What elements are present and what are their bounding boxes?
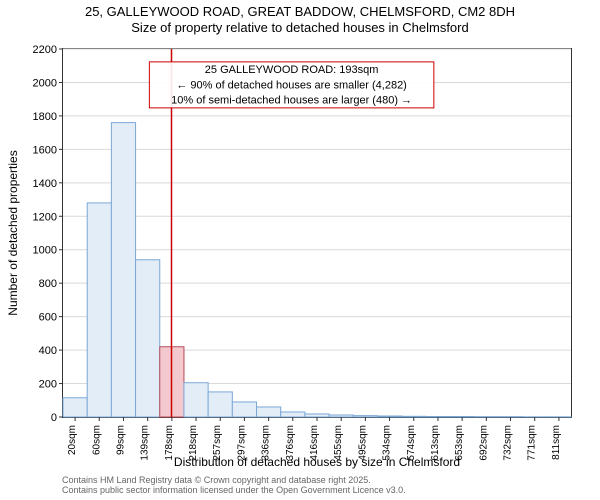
chart-title: 25, GALLEYWOOD ROAD, GREAT BADDOW, CHELM… xyxy=(0,4,600,37)
y-tick-label: 1600 xyxy=(33,144,57,156)
x-tick-label: 60sqm xyxy=(91,425,102,455)
y-tick-label: 2000 xyxy=(33,77,57,89)
y-tick-label: 1000 xyxy=(33,245,57,257)
histogram-bar xyxy=(208,392,232,417)
y-tick-label: 2200 xyxy=(33,44,57,56)
footer-credits: Contains HM Land Registry data © Crown c… xyxy=(62,476,406,496)
y-tick-label: 1400 xyxy=(33,178,57,190)
histogram-bar xyxy=(136,260,160,417)
y-tick-label: 400 xyxy=(39,345,57,357)
y-tick-label: 600 xyxy=(39,312,57,324)
title-line2: Size of property relative to detached ho… xyxy=(0,20,600,36)
histogram-bar xyxy=(111,123,135,417)
y-tick-label: 0 xyxy=(51,412,57,424)
histogram-bar xyxy=(281,412,305,417)
histogram-bar xyxy=(426,416,450,417)
histogram-bar xyxy=(232,402,256,417)
histogram-bar xyxy=(87,203,111,417)
histogram-bar xyxy=(257,407,281,417)
annotation-line: 25 GALLEYWOOD ROAD: 193sqm xyxy=(205,64,379,76)
y-tick-label: 1200 xyxy=(33,211,57,223)
histogram-bar xyxy=(402,416,426,417)
y-tick-label: 1800 xyxy=(33,111,57,123)
x-tick-label: 99sqm xyxy=(115,425,126,455)
histogram-bar xyxy=(377,416,401,417)
plot-area: 25 GALLEYWOOD ROAD: 193sqm ← 90% of detac… xyxy=(62,48,572,418)
chart-svg: 25 GALLEYWOOD ROAD: 193sqm ← 90% of detac… xyxy=(63,49,571,417)
x-axis-label: Distribution of detached houses by size … xyxy=(62,455,572,469)
histogram-bar xyxy=(305,414,329,417)
histogram-bar xyxy=(63,398,87,417)
x-tick-label: 20sqm xyxy=(67,425,78,455)
y-axis-label: Number of detached properties xyxy=(6,48,24,418)
y-tick-label: 200 xyxy=(39,379,57,391)
title-line1: 25, GALLEYWOOD ROAD, GREAT BADDOW, CHELM… xyxy=(0,4,600,20)
annotation-line: 10% of semi-detached houses are larger (… xyxy=(171,95,412,107)
annotation-line: ← 90% of detached houses are smaller (4,… xyxy=(176,79,407,91)
histogram-bar xyxy=(353,416,377,417)
footer-line2: Contains public sector information licen… xyxy=(62,486,406,496)
histogram-bar xyxy=(450,416,474,417)
histogram-bar xyxy=(329,415,353,417)
histogram-bar xyxy=(184,383,208,417)
y-tick-label: 800 xyxy=(39,278,57,290)
